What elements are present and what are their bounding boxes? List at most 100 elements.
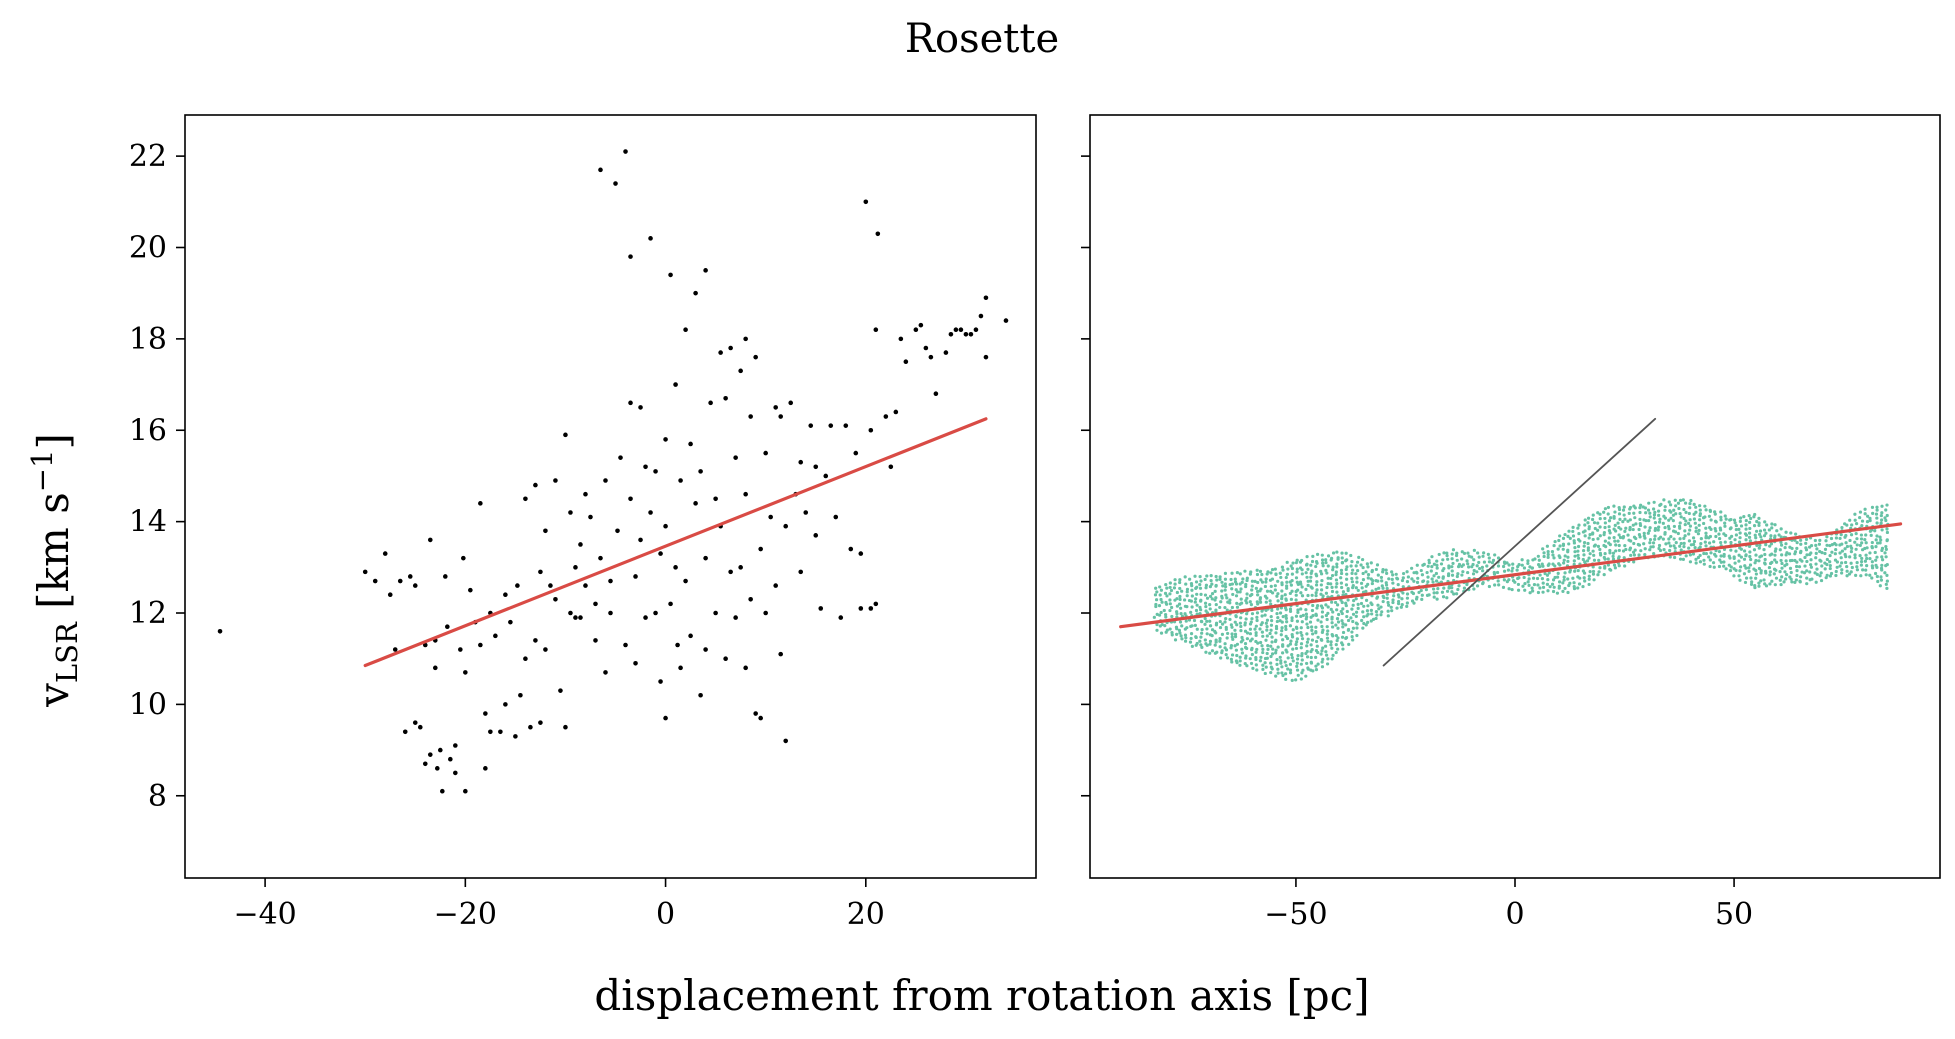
data-point [1573,554,1577,558]
data-point [1235,642,1240,646]
data-point [1427,593,1431,597]
data-point [1590,517,1595,522]
data-point [1379,575,1384,580]
data-point [1234,594,1239,598]
data-point [1310,628,1314,632]
data-point [1667,527,1671,531]
data-point [1793,580,1797,584]
data-point [1870,560,1874,564]
data-point [1384,581,1388,585]
data-point [1163,613,1168,617]
data-point [1556,547,1560,551]
data-point [1722,564,1726,568]
data-point [1199,619,1204,623]
data-point [1299,591,1303,595]
data-point [1221,584,1225,588]
data-point [1855,561,1859,565]
data-point [1306,579,1310,583]
data-point [833,514,839,520]
data-point [1487,584,1491,589]
data-point [1345,609,1349,614]
data-point [1612,535,1616,540]
data-point [1765,523,1769,527]
data-point [1299,614,1303,619]
data-point [873,601,879,607]
data-point [973,327,979,333]
data-point [1298,566,1303,570]
data-point [813,464,819,470]
data-point [1621,508,1626,512]
data-point [1747,535,1752,539]
data-point [1669,516,1673,520]
data-point [1434,579,1439,583]
data-point [1757,559,1761,563]
data-point [1633,516,1637,520]
data-point [1586,521,1590,525]
data-point [1875,505,1879,509]
data-point [1657,509,1661,513]
data-point [1198,605,1202,609]
data-point [1815,567,1819,571]
data-point [1301,613,1305,618]
data-point [1376,603,1380,607]
data-point [1314,612,1318,616]
data-point [1279,659,1283,663]
data-point [1450,552,1454,556]
data-point [1689,498,1693,503]
data-point [1320,665,1325,669]
data-point [1193,600,1197,604]
data-point [1210,597,1214,601]
data-point [1790,580,1794,584]
data-point [1763,561,1767,565]
data-point [1175,590,1179,595]
data-point [1613,539,1617,543]
data-point [1674,504,1678,508]
data-point [1788,575,1792,579]
data-point [1366,573,1371,577]
data-point [1228,601,1232,605]
data-point [1290,618,1294,623]
data-point [1582,541,1587,545]
data-point [1606,557,1610,561]
data-point [1709,518,1713,522]
data-point [1259,640,1263,645]
data-point [1467,565,1471,569]
data-point [1744,538,1748,542]
data-point [1496,564,1501,568]
data-point [1714,534,1718,539]
data-point [1596,573,1600,577]
data-point [1381,568,1385,572]
data-point [1507,578,1511,582]
data-point [1276,579,1280,583]
data-point [1780,561,1784,566]
data-point [1258,569,1263,573]
data-point [1870,545,1874,549]
data-point [1829,536,1834,541]
data-point [1280,597,1284,601]
data-point [432,665,438,671]
data-point [1273,588,1277,592]
data-point [633,660,638,666]
data-point [1885,562,1889,567]
data-point [1803,555,1807,560]
data-point [1753,512,1757,517]
data-point [518,692,523,698]
data-point [1331,610,1335,614]
data-point [1662,514,1666,518]
data-point [1699,541,1703,546]
data-point [1187,598,1192,603]
data-point [1361,557,1365,562]
data-point [1719,510,1723,514]
data-point [1750,580,1754,584]
data-point [1173,578,1177,582]
data-point [1779,527,1783,531]
data-point [968,332,974,337]
data-point [1702,521,1706,526]
data-point [1265,618,1270,622]
data-point [1586,541,1590,546]
data-point [1445,596,1449,600]
data-point [1436,587,1440,591]
data-point [1253,627,1257,631]
data-point [1487,560,1492,564]
data-point [1189,632,1194,636]
